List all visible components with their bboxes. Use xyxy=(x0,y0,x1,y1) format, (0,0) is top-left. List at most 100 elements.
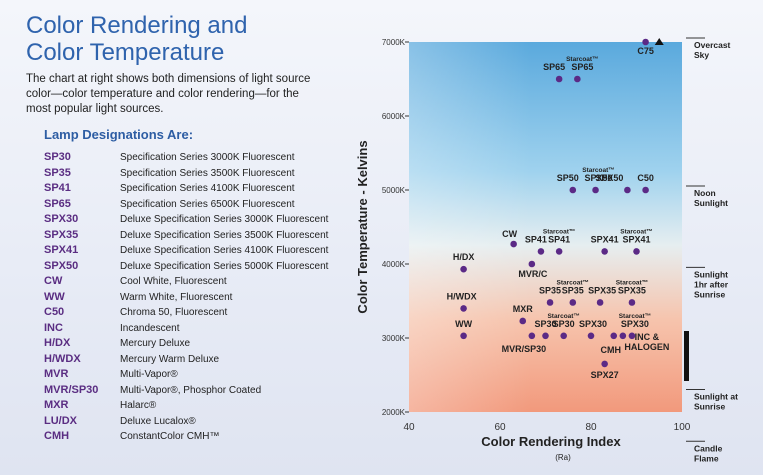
reference-label: Sunlight at xyxy=(694,392,738,402)
lamp-code: MVR xyxy=(44,368,69,380)
point-label: HALOGEN xyxy=(624,342,669,352)
incandescent-range-bar xyxy=(684,331,689,381)
scatter-point xyxy=(519,317,527,325)
scatter-point xyxy=(601,360,608,368)
scatter-point xyxy=(460,305,467,312)
point-label: MVR/C xyxy=(518,269,548,279)
point-label: SPX35 xyxy=(618,285,646,295)
scatter-point-triangle xyxy=(654,38,664,45)
scatter-point xyxy=(592,186,599,194)
x-axis-label: Color Rendering Index xyxy=(481,434,621,449)
x-axis-sublabel: (Ra) xyxy=(555,453,571,462)
lamp-description: Multi-Vapor® xyxy=(120,369,178,380)
lamp-code: SPX30 xyxy=(44,213,79,225)
reference-label: Flame xyxy=(694,453,719,463)
plot-area-highlight xyxy=(409,42,682,412)
lamp-code: C50 xyxy=(44,306,65,318)
lamp-code: MVR/SP30 xyxy=(44,383,99,396)
lamp-description: Cool White, Fluorescent xyxy=(120,276,227,287)
scatter-point xyxy=(628,299,636,306)
lamp-description: Multi-Vapor®, Phosphor Coated xyxy=(120,384,262,396)
point-label: INC & xyxy=(635,332,660,342)
lamp-designation-row: SP30 Specification Series 3000K Fluoresce… xyxy=(44,150,344,166)
lamp-description: Deluxe Specification Series 5000K Fluore… xyxy=(120,260,329,272)
point-label: SP41 xyxy=(548,234,570,244)
point-label: WW xyxy=(455,319,472,329)
lamp-designation-list: SP30 Specification Series 3000K Fluoresce… xyxy=(44,150,344,445)
scatter-point xyxy=(546,299,554,306)
point-label: H/WDX xyxy=(447,291,477,301)
scatter-point xyxy=(642,38,649,46)
lamp-designation-row: SP35 Specification Series 3500K Fluoresce… xyxy=(44,166,344,182)
page-title: Color Rendering and Color Temperature xyxy=(26,12,247,66)
lamp-description: Deluxe Specification Series 4100K Fluore… xyxy=(120,245,329,256)
lamp-code: CMH xyxy=(44,430,70,442)
scatter-point xyxy=(560,332,567,340)
scatter-point xyxy=(633,248,640,255)
starcoat-label: Starcoat™ xyxy=(547,313,580,320)
scatter-point xyxy=(528,260,536,268)
lamp-designation-row: MVR Multi-Vapor® xyxy=(44,367,344,383)
lamp-description: ConstantColor CMH™ xyxy=(120,431,220,442)
reference-label: Sky xyxy=(694,50,709,60)
y-tick-label: 3000K xyxy=(382,334,406,343)
scatter-point xyxy=(601,248,608,255)
lamp-description: Specification Series 3500K Fluorescent xyxy=(120,167,295,179)
point-label: SPX30 xyxy=(621,319,649,329)
x-tick-label: 40 xyxy=(403,422,415,433)
point-label: SPX50 xyxy=(595,173,623,183)
scatter-point xyxy=(555,248,563,255)
x-tick-label: 60 xyxy=(494,422,506,433)
lamp-designation-row: LU/DX Deluxe Lucalox® xyxy=(44,414,344,430)
starcoat-label: Starcoat™ xyxy=(557,279,590,286)
lamp-designation-row: CMH ConstantColor CMH™ xyxy=(44,429,344,445)
point-label: H/DX xyxy=(453,252,475,262)
y-axis-label: Color Temperature - Kelvins xyxy=(355,140,370,313)
lamp-description: Halarc® xyxy=(120,400,157,411)
point-label: SP30 xyxy=(553,319,575,329)
point-label: SP65 xyxy=(571,62,593,72)
title-line-1: Color Rendering and xyxy=(26,12,248,39)
lamp-designation-row: C50 Chroma 50, Fluorescent xyxy=(44,305,344,321)
scatter-point xyxy=(555,75,563,83)
reference-label: Overcast xyxy=(694,40,731,50)
scatter-point xyxy=(542,332,549,340)
starcoat-label: Starcoat™ xyxy=(616,279,649,286)
lamp-designation-row: H/WDX Mercury Warm Deluxe xyxy=(44,352,344,368)
y-tick-label: 5000K xyxy=(382,186,406,195)
lamp-designation-row: SP41 Specification Series 4100K Fluoresce… xyxy=(44,181,344,197)
lamp-code: H/DX xyxy=(44,337,71,349)
lamp-code: SPX41 xyxy=(44,244,79,256)
starcoat-label: Starcoat™ xyxy=(619,313,652,320)
lamp-code: SPX35 xyxy=(44,228,79,241)
lamp-description: Mercury Warm Deluxe xyxy=(120,353,220,365)
lamp-designation-row: SPX35 Deluxe Specification Series 3500K F… xyxy=(44,228,344,244)
y-tick-label: 2000K xyxy=(382,408,406,417)
point-label: SPX30 xyxy=(579,319,607,329)
point-label: C75 xyxy=(637,46,654,56)
lamp-description: Specification Series 6500K Fluorescent xyxy=(120,198,295,210)
y-tick-label: 7000K xyxy=(382,38,406,47)
reference-label: Sunlight xyxy=(694,198,728,208)
lamp-designation-row: SP65 Specification Series 6500K Fluoresce… xyxy=(44,197,344,213)
starcoat-label: Starcoat™ xyxy=(566,56,599,63)
lamp-description: Chroma 50, Fluorescent xyxy=(120,307,228,318)
lamp-description: Deluxe Lucalox® xyxy=(120,415,196,427)
reference-label: 1hr after xyxy=(694,279,729,289)
scatter-point xyxy=(642,186,649,194)
title-line-2: Color Temperature xyxy=(26,39,225,66)
reference-label: Sunlight xyxy=(694,269,728,279)
scatter-point xyxy=(610,332,618,340)
point-label: SP30 xyxy=(534,319,556,329)
scatter-point xyxy=(528,332,536,340)
intro-paragraph: The chart at right shows both dimensions… xyxy=(26,73,311,115)
lamp-description: Deluxe Specification Series 3500K Fluore… xyxy=(120,229,329,241)
point-label: SP35 xyxy=(562,285,584,295)
reference-label: Sunrise xyxy=(694,402,725,412)
x-tick-label: 80 xyxy=(585,422,597,433)
lamp-code: SP41 xyxy=(44,182,71,194)
lamp-designation-row: MXR Halarc® xyxy=(44,398,344,414)
scatter-point xyxy=(510,240,517,248)
scatter-point xyxy=(569,186,577,194)
